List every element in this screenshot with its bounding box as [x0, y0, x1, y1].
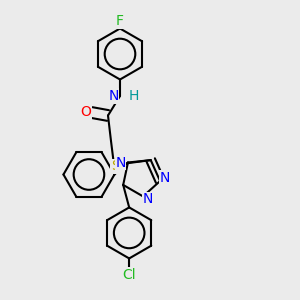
Text: N: N — [108, 89, 119, 103]
Text: H: H — [129, 89, 140, 103]
Text: N: N — [115, 155, 126, 170]
Text: N: N — [159, 171, 170, 185]
Text: N: N — [142, 192, 153, 206]
Text: Cl: Cl — [122, 268, 136, 282]
Text: F: F — [116, 14, 124, 28]
Text: O: O — [80, 106, 91, 119]
Text: S: S — [111, 160, 120, 173]
